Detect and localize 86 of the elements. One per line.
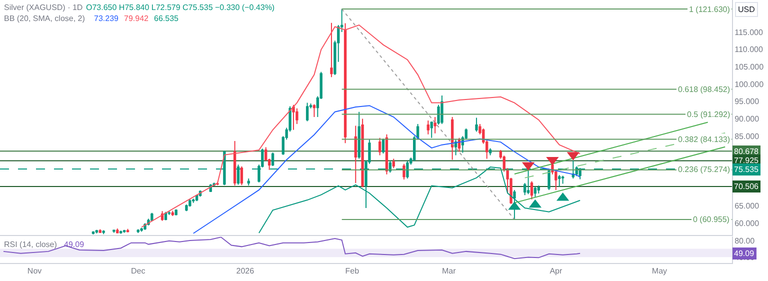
candlestick: [344, 22, 347, 144]
candlestick: [572, 160, 575, 180]
chart-title: RSI (14, close): [4, 240, 58, 249]
annotation: 66.535: [154, 14, 180, 23]
candlestick: [558, 174, 561, 187]
candlestick: [430, 121, 433, 138]
candlestick: [406, 160, 409, 180]
candlestick: [174, 208, 178, 216]
y-tick-label: 115.000: [734, 28, 764, 37]
series-label: 1 (121.630): [689, 5, 730, 14]
series-label: 0 (60.955): [693, 215, 730, 224]
candlestick: [450, 116, 454, 160]
x-tick-label: Mar: [442, 266, 456, 276]
candlestick: [488, 148, 492, 156]
y-tick-label: 85.000: [734, 132, 760, 141]
candlestick: [426, 120, 430, 135]
candlestick: [233, 140, 236, 186]
y-tick-label: 65.000: [734, 201, 760, 210]
candlestick: [534, 186, 537, 198]
candlestick: [378, 137, 382, 156]
candlestick: [361, 118, 364, 188]
x-tick-label: Feb: [345, 266, 360, 276]
line-series: [141, 24, 581, 228]
x-tick-label: 2026: [236, 266, 255, 276]
candlestick: [171, 210, 174, 217]
candlestick: [136, 228, 140, 234]
ref-line-label: 75.535: [734, 165, 760, 174]
y-tick-label: 80.00: [734, 236, 756, 246]
y-tick-label: 95.000: [734, 97, 760, 106]
candlestick: [358, 111, 360, 160]
candlestick: [354, 125, 357, 184]
candlestick: [240, 166, 244, 186]
candlestick: [271, 152, 274, 167]
ref-line-label: 70.506: [734, 182, 760, 191]
ref-line-label: 80.678: [734, 147, 760, 156]
candlestick: [292, 104, 295, 130]
candlestick: [95, 229, 98, 234]
line-series: [192, 105, 581, 234]
candlestick: [188, 198, 192, 208]
text: 49.09: [734, 249, 755, 258]
candlestick: [561, 175, 564, 184]
candlestick: [116, 228, 119, 234]
candlestick: [247, 178, 250, 186]
y-tick-label: 60.000: [734, 218, 760, 228]
candlestick: [306, 102, 309, 122]
candlestick: [150, 212, 154, 222]
series-label: 0.382 (84.133): [678, 135, 730, 144]
annotation: 49.09: [64, 240, 85, 249]
series-label: 0.618 (98.452): [678, 85, 730, 94]
ref-line-label: 77.925: [734, 156, 760, 165]
candlestick: [192, 198, 195, 204]
series-label: 0.236 (75.274): [678, 165, 730, 174]
series-label: 0.5 (91.292): [687, 110, 730, 119]
candlestick: [548, 168, 550, 190]
candlestick: [434, 116, 436, 134]
candlestick: [385, 134, 388, 175]
candlestick: [102, 230, 105, 235]
candlestick: [92, 230, 95, 235]
candlestick: [140, 227, 143, 232]
candlestick: [402, 163, 406, 180]
y-tick-label: 100.000: [734, 80, 764, 89]
candlestick: [530, 180, 534, 200]
annotation: 73.239: [94, 14, 120, 23]
candlestick: [120, 230, 122, 234]
annotation: BB (20, SMA, close, 2): [4, 14, 86, 23]
candlestick: [112, 229, 116, 234]
candlestick: [98, 228, 102, 234]
y-tick-label: 90.000: [734, 114, 760, 124]
candlestick: [392, 158, 395, 169]
x-tick-label: Apr: [550, 266, 562, 276]
x-tick-label: May: [652, 266, 668, 276]
candlestick: [454, 139, 458, 156]
y-tick-label: 105.000: [734, 62, 764, 72]
x-tick-label: Dec: [130, 266, 146, 276]
candlestick: [126, 228, 130, 233]
candlestick: [475, 117, 478, 132]
candlestick: [330, 22, 333, 78]
candlestick: [526, 169, 530, 195]
x-tick-label: Nov: [27, 266, 42, 276]
annotation: O73.650 H75.840 L72.579 C75.535 −0.330 (−0.43%): [86, 3, 275, 12]
candlestick: [440, 95, 444, 124]
text: USD: [738, 5, 756, 14]
candlestick: [537, 184, 540, 194]
chart-title: Silver (XAGUSD) · 1D: [4, 3, 83, 12]
y-tick-label: 110.000: [734, 45, 764, 54]
annotation: 79.942: [124, 14, 150, 23]
